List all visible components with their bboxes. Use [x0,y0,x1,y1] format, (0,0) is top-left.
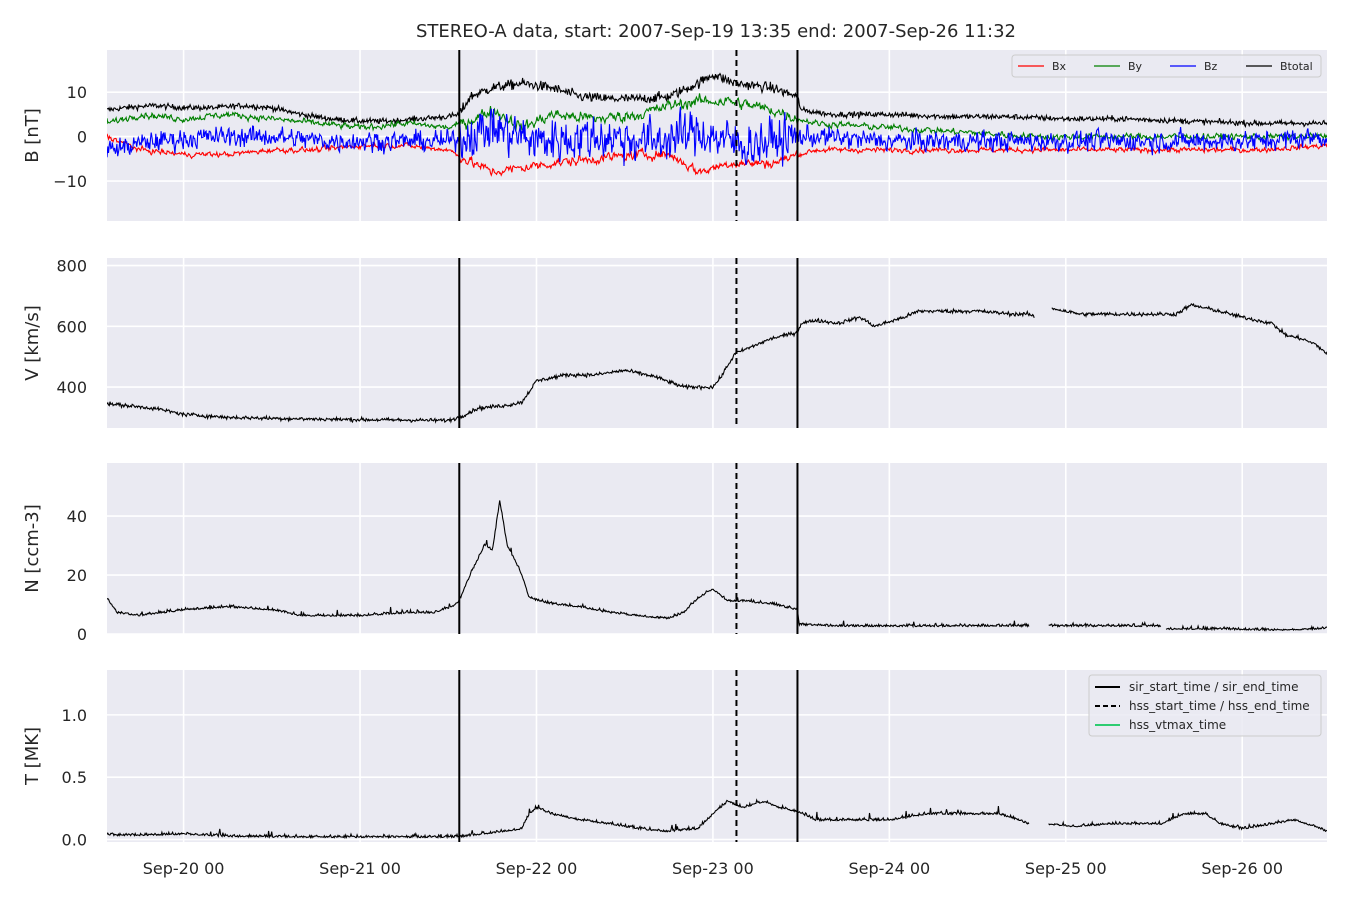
series-group [107,72,1327,177]
y-tick-label: 40 [67,507,87,526]
panel-N: 0 20 40 N [ccm-3] [22,463,1327,644]
y-tick-label: −10 [53,172,87,191]
series-line-btotal [107,72,1327,128]
y-axis-label: B [nT] [22,108,43,163]
y-tick-label: 0 [77,625,87,644]
y-tick-label: 10 [67,83,87,102]
y-tick-label: 400 [56,378,87,397]
series-line-t [107,798,1327,840]
x-tick-labels: Sep-20 00 Sep-21 00 Sep-22 00 Sep-23 00 Sep-… [143,859,1283,878]
y-axis-label: N [ccm-3] [22,504,43,593]
legend-label-2: hss_vtmax_time [1129,718,1226,732]
series-line-v [107,302,1327,424]
series-group [107,302,1327,424]
y-tick-label: 20 [67,566,87,585]
legend-b: Bx By Bz Btotal [1011,54,1322,78]
legend-label-bz: Bz [1204,60,1218,73]
legend-label-1: hss_start_time / hss_end_time [1129,699,1310,713]
panel-T: 0.0 0.5 1.0 T [MK] sir_start_time / sir_end_… [22,670,1327,850]
series-group [107,500,1327,632]
legend-t: sir_start_time / sir_end_time hss_start_t… [1088,674,1322,737]
legend-label-bx: Bx [1052,60,1067,73]
series-line-bz [107,106,1327,167]
y-tick-label: 0.0 [62,831,87,850]
y-axis-label: T [MK] [22,727,43,786]
legend-label-0: sir_start_time / sir_end_time [1129,680,1299,694]
y-tick-label: 800 [56,257,87,276]
x-tick-label: Sep-24 00 [848,859,930,878]
x-tick-label: Sep-25 00 [1025,859,1107,878]
panel-background [107,463,1327,634]
legend-label-btotal: Btotal [1280,60,1313,73]
y-axis-label: V [km/s] [22,305,43,380]
x-tick-label: Sep-26 00 [1201,859,1283,878]
x-tick-label: Sep-20 00 [143,859,225,878]
series-line-bx [107,133,1327,177]
panel-V: 400 600 800 V [km/s] [22,257,1327,428]
panel-background [107,258,1327,428]
series-line-n [107,500,1327,632]
y-tick-label: 1.0 [62,706,87,725]
panel-B: −10 0 10 B [nT] Bx By Bz Btotal [22,50,1327,221]
series-group [107,798,1327,840]
legend-label-by: By [1128,60,1143,73]
y-tick-label: 600 [56,317,87,336]
y-tick-label: 0 [77,128,87,147]
x-tick-label: Sep-23 00 [672,859,754,878]
y-tick-label: 0.5 [62,768,87,787]
legend-box [1011,54,1322,78]
x-tick-label: Sep-22 00 [496,859,578,878]
x-tick-label: Sep-21 00 [319,859,401,878]
legend-box [1088,674,1322,737]
figure-title: STEREO-A data, start: 2007-Sep-19 13:35 … [416,21,1016,42]
